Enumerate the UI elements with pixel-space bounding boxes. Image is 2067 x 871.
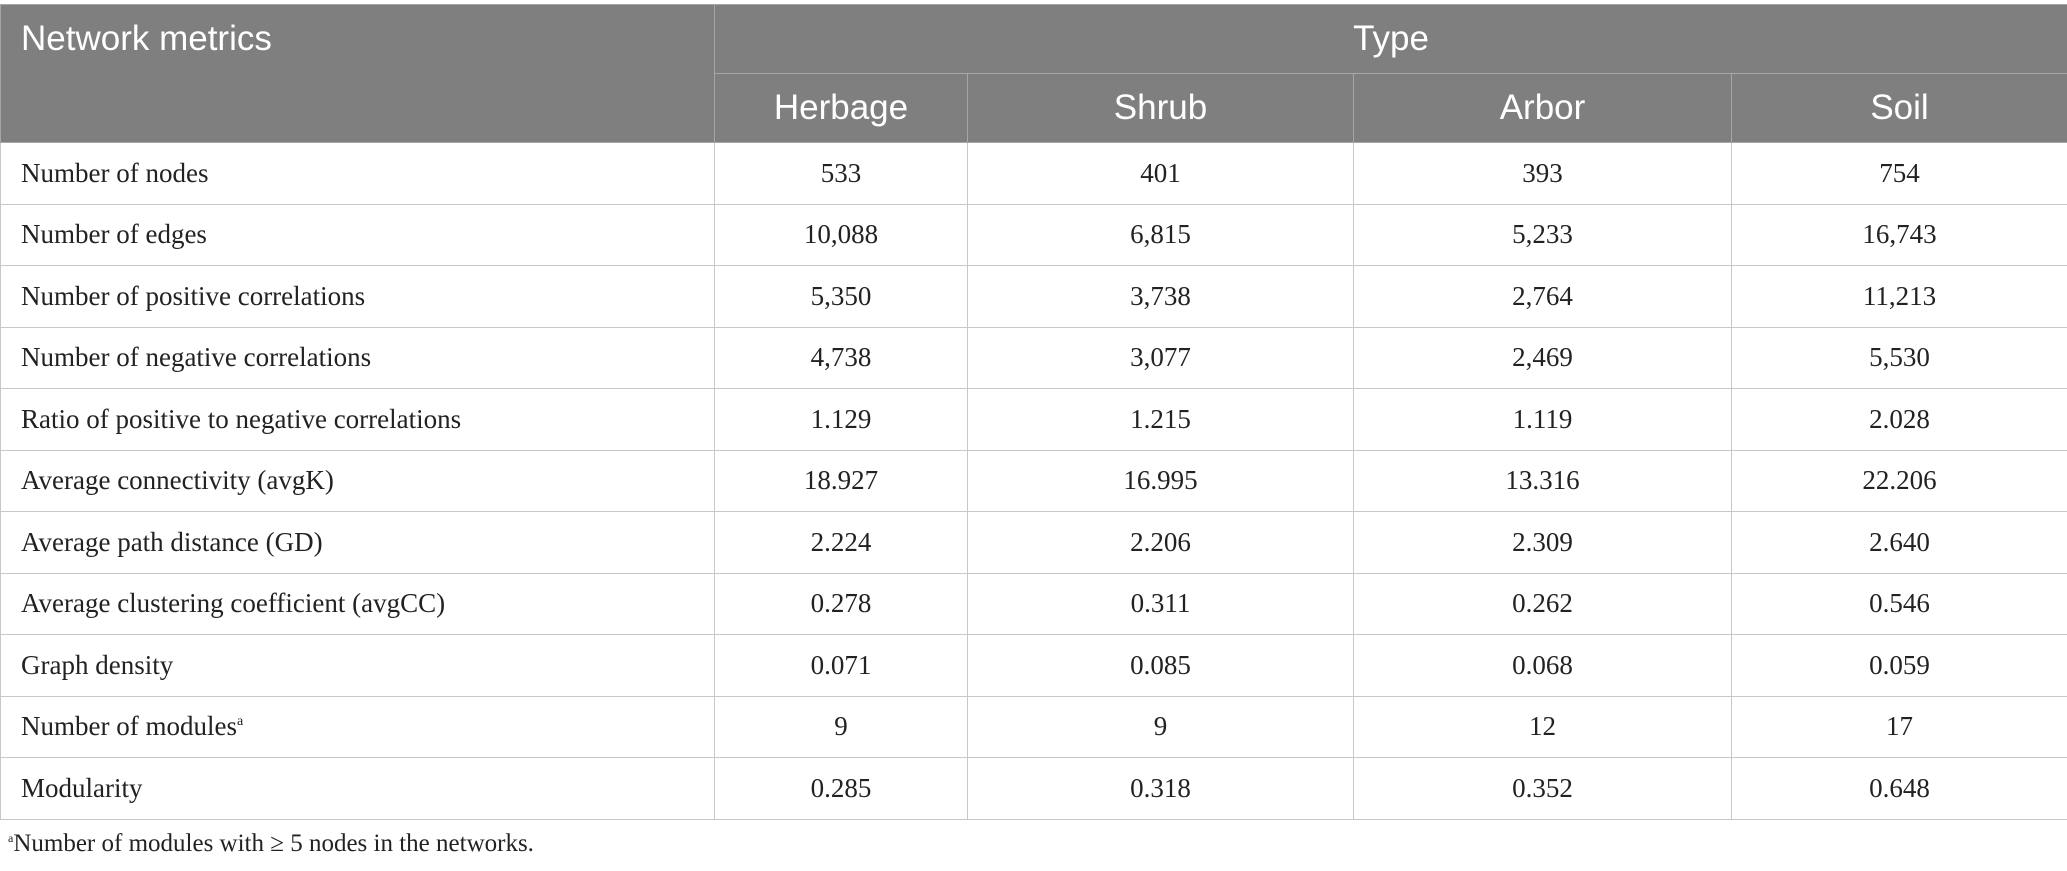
- metric-cell: Number of edges: [0, 203, 715, 266]
- metric-cell: Number of positive correlations: [0, 265, 715, 328]
- metric-label: Number of negative correlations: [21, 342, 372, 373]
- value-cell-soil: 5,530: [1730, 326, 2067, 389]
- corner-header: Network metrics: [0, 4, 715, 143]
- value-cell-arbor: 0.068: [1353, 634, 1732, 697]
- metric-cell: Number of nodes: [0, 142, 715, 205]
- value-cell-herbage: 533: [714, 142, 968, 205]
- table-row: Average clustering coefficient (avgCC) 0.…: [0, 572, 2067, 635]
- value-cell-arbor: 13.316: [1353, 449, 1732, 512]
- table-footnote: aNumber of modules with ≥ 5 nodes in the…: [8, 830, 534, 858]
- metric-label: Average connectivity (avgK): [21, 465, 334, 496]
- metric-label: Average path distance (GD): [21, 526, 323, 557]
- metric-label: Average clustering coefficient (avgCC): [21, 588, 446, 619]
- value-cell-arbor: 2,764: [1353, 265, 1732, 328]
- footnote-text: Number of modules with ≥ 5 nodes in the …: [13, 830, 534, 857]
- value-cell-soil: 754: [1730, 142, 2067, 205]
- value-cell-arbor: 2.309: [1353, 511, 1732, 574]
- value-cell-shrub: 3,077: [967, 326, 1354, 389]
- value-cell-shrub: 1.215: [967, 388, 1354, 451]
- value-cell-shrub: 16.995: [967, 449, 1354, 512]
- group-header-type: Type: [713, 4, 2067, 74]
- table-row: Number of modulesa 9 9 12 17: [0, 695, 2067, 758]
- value-cell-shrub: 3,738: [967, 265, 1354, 328]
- value-cell-arbor: 0.352: [1353, 757, 1732, 820]
- metric-cell: Average path distance (GD): [0, 511, 715, 574]
- value-cell-soil: 0.546: [1730, 572, 2067, 635]
- table-row: Number of negative correlations 4,738 3,07…: [0, 326, 2067, 389]
- value-cell-arbor: 12: [1353, 695, 1732, 758]
- metric-label: Number of nodes: [21, 157, 209, 188]
- value-cell-soil: 17: [1730, 695, 2067, 758]
- value-cell-herbage: 10,088: [714, 203, 968, 266]
- value-cell-herbage: 1.129: [714, 388, 968, 451]
- value-cell-herbage: 0.071: [714, 634, 968, 697]
- metric-cell: Modularity: [0, 757, 715, 820]
- value-cell-arbor: 2,469: [1353, 326, 1732, 389]
- value-cell-herbage: 18.927: [714, 449, 968, 512]
- value-cell-herbage: 0.285: [714, 757, 968, 820]
- value-cell-arbor: 5,233: [1353, 203, 1732, 266]
- metric-cell: Average clustering coefficient (avgCC): [0, 572, 715, 635]
- value-cell-soil: 0.648: [1730, 757, 2067, 820]
- table-header: Network metrics Type Herbage Shrub Arbor…: [0, 4, 2067, 143]
- table-row: Ratio of positive to negative correlatio…: [0, 388, 2067, 451]
- value-cell-soil: 0.059: [1730, 634, 2067, 697]
- value-cell-soil: 2.640: [1730, 511, 2067, 574]
- value-cell-soil: 22.206: [1730, 449, 2067, 512]
- value-cell-soil: 11,213: [1730, 265, 2067, 328]
- value-cell-shrub: 2.206: [967, 511, 1354, 574]
- value-cell-soil: 2.028: [1730, 388, 2067, 451]
- network-metrics-table: Network metrics Type Herbage Shrub Arbor…: [0, 4, 2067, 820]
- metric-cell: Average connectivity (avgK): [0, 449, 715, 512]
- column-header-shrub: Shrub: [967, 73, 1354, 143]
- metric-label: Number of edges: [21, 219, 207, 250]
- metric-cell: Number of negative correlations: [0, 326, 715, 389]
- table-row: Number of positive correlations 5,350 3,73…: [0, 265, 2067, 328]
- table-row: Average connectivity (avgK) 18.927 16.995 1…: [0, 449, 2067, 512]
- header-row-columns: Herbage Shrub Arbor Soil: [1, 73, 2067, 143]
- table-row: Number of edges 10,088 6,815 5,233 16,743: [0, 203, 2067, 266]
- value-cell-soil: 16,743: [1730, 203, 2067, 266]
- value-cell-arbor: 1.119: [1353, 388, 1732, 451]
- value-cell-shrub: 0.311: [967, 572, 1354, 635]
- footnote-marker: a: [236, 714, 244, 730]
- metric-label: Graph density: [21, 649, 174, 680]
- table-body: Number of nodes 533 401 393 754 Number of edg…: [0, 142, 2067, 820]
- value-cell-herbage: 0.278: [714, 572, 968, 635]
- value-cell-shrub: 9: [967, 695, 1354, 758]
- metric-cell: Number of modulesa: [0, 695, 715, 758]
- table-row: Graph density 0.071 0.085 0.068 0.059: [0, 634, 2067, 697]
- table-row: Number of nodes 533 401 393 754: [0, 142, 2067, 205]
- column-header-herbage: Herbage: [714, 73, 968, 143]
- value-cell-herbage: 5,350: [714, 265, 968, 328]
- metric-label: Number of modules: [21, 711, 237, 742]
- value-cell-shrub: 0.318: [967, 757, 1354, 820]
- metric-cell: Graph density: [0, 634, 715, 697]
- value-cell-shrub: 0.085: [967, 634, 1354, 697]
- header-row-group: Network metrics Type: [0, 4, 2067, 143]
- value-cell-arbor: 0.262: [1353, 572, 1732, 635]
- metric-label: Ratio of positive to negative correlatio…: [21, 403, 462, 434]
- column-header-soil: Soil: [1730, 73, 2067, 143]
- footnote-marker: a: [8, 831, 14, 845]
- metric-label: Number of positive correlations: [21, 280, 366, 311]
- value-cell-herbage: 9: [714, 695, 968, 758]
- column-header-arbor: Arbor: [1353, 73, 1732, 143]
- value-cell-shrub: 6,815: [967, 203, 1354, 266]
- value-cell-herbage: 2.224: [714, 511, 968, 574]
- metric-cell: Ratio of positive to negative correlatio…: [0, 388, 715, 451]
- value-cell-herbage: 4,738: [714, 326, 968, 389]
- metric-label: Modularity: [21, 772, 143, 803]
- value-cell-shrub: 401: [967, 142, 1354, 205]
- value-cell-arbor: 393: [1353, 142, 1732, 205]
- table-row: Average path distance (GD) 2.224 2.206 2.30…: [0, 511, 2067, 574]
- table-row: Modularity 0.285 0.318 0.352 0.648: [0, 757, 2067, 820]
